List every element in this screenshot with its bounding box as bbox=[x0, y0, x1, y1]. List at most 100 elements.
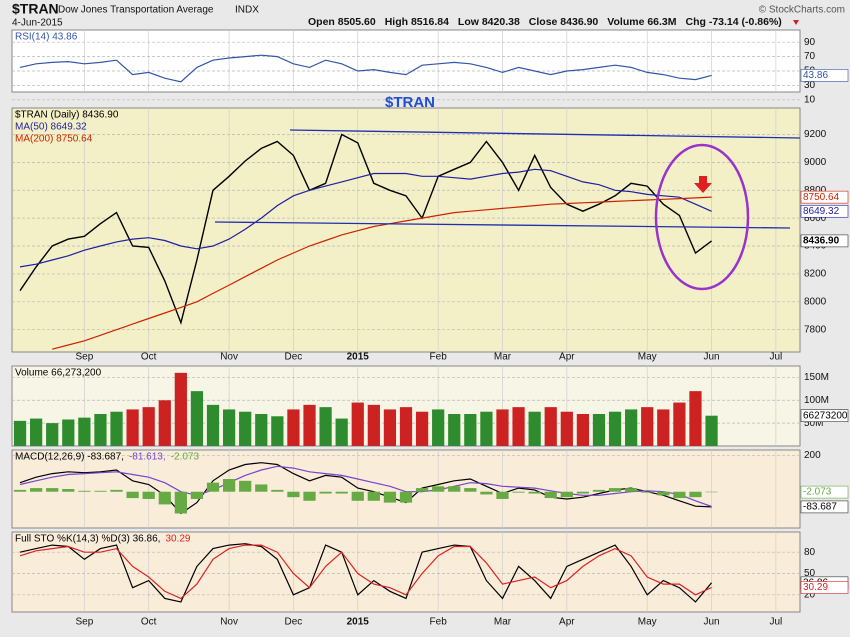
bar bbox=[30, 488, 43, 492]
bar bbox=[480, 491, 493, 495]
y-tick-label: 9000 bbox=[804, 157, 827, 168]
bar bbox=[206, 404, 220, 446]
series-group bbox=[19, 133, 713, 350]
x-tick-label: Oct bbox=[141, 617, 157, 628]
panel: 50M 100M 150M 66273200 Volume 66,273,200 bbox=[11, 365, 849, 447]
bar bbox=[158, 400, 171, 446]
panel: 780080008200840086008800900092008436.908… bbox=[11, 107, 849, 353]
y-tick-label: 70 bbox=[804, 51, 816, 62]
quote-item: Chg -73.14 (-0.86%) bbox=[686, 16, 782, 28]
bar bbox=[512, 407, 525, 446]
bar bbox=[351, 491, 364, 501]
bar bbox=[174, 372, 187, 446]
bar bbox=[367, 491, 380, 501]
y-tick-label: 90 bbox=[804, 37, 816, 48]
down-arrow-icon bbox=[793, 20, 799, 25]
legend-entry: MACD(12,26,9) -83.687, bbox=[15, 452, 124, 463]
value-tag-box bbox=[800, 69, 849, 82]
bar bbox=[46, 488, 59, 492]
bar bbox=[13, 420, 27, 446]
bar bbox=[78, 417, 91, 446]
series-line bbox=[52, 196, 712, 350]
bar bbox=[174, 491, 187, 514]
panel: 200 -83.687 -2.073 MACD(12,26,9) -83.687, -8… bbox=[11, 449, 849, 529]
bar bbox=[383, 491, 397, 503]
annotations: $TRAN bbox=[214, 94, 801, 291]
series-line bbox=[19, 54, 712, 83]
y-tick-label: 7800 bbox=[804, 324, 827, 335]
bar bbox=[142, 407, 155, 446]
bar bbox=[576, 491, 590, 494]
value-tag-box bbox=[800, 581, 849, 594]
legend-entry: -81.613, bbox=[129, 452, 166, 463]
value-tag: 43.86 bbox=[803, 70, 828, 81]
bar bbox=[464, 488, 477, 492]
x-tick-label: 2015 bbox=[347, 352, 370, 363]
x-tick-label: Oct bbox=[141, 352, 157, 363]
x-tick-label: Dec bbox=[285, 352, 303, 363]
legend-entry: 30.29 bbox=[165, 534, 190, 545]
legend-entry: -2.073 bbox=[171, 452, 200, 463]
bar bbox=[13, 489, 27, 492]
bar bbox=[415, 488, 429, 492]
bar bbox=[705, 415, 718, 446]
bar bbox=[335, 418, 348, 446]
bar bbox=[608, 411, 622, 446]
value-tag-box bbox=[800, 409, 849, 423]
value-tag: -2.073 bbox=[803, 487, 832, 498]
quote-item: Open 8505.60 bbox=[308, 16, 376, 28]
y-tick-label: 30 bbox=[804, 80, 816, 91]
x-tick-label: 2015 bbox=[347, 617, 370, 628]
exchange: INDX bbox=[235, 5, 259, 16]
y-tick-label: 200 bbox=[804, 450, 821, 461]
x-tick-label: Feb bbox=[430, 352, 448, 363]
bar bbox=[415, 411, 429, 446]
y-tick-label: 80 bbox=[804, 547, 816, 558]
bar bbox=[657, 409, 670, 446]
bar bbox=[383, 409, 397, 446]
bar bbox=[512, 491, 525, 493]
y-tick-label: 10 bbox=[804, 94, 816, 105]
x-tick-label: May bbox=[638, 352, 657, 363]
value-tag-box bbox=[800, 234, 849, 248]
series-group bbox=[19, 543, 713, 603]
quote-item: High 8516.84 bbox=[385, 16, 449, 28]
bar bbox=[94, 490, 107, 492]
bar bbox=[319, 491, 332, 494]
value-tag: 30.29 bbox=[803, 582, 828, 593]
x-tick-label: Mar bbox=[494, 352, 512, 363]
bar bbox=[399, 407, 413, 446]
panel-frame bbox=[11, 29, 801, 93]
resistance-trendline bbox=[289, 129, 801, 139]
bar bbox=[239, 480, 252, 492]
bar bbox=[528, 491, 541, 494]
bar bbox=[560, 491, 573, 498]
bar bbox=[222, 409, 236, 446]
date: 4-Jun-2015 bbox=[12, 18, 63, 29]
symbol: $TRAN bbox=[12, 1, 59, 17]
bar bbox=[62, 419, 75, 446]
value-tag: 8750.64 bbox=[803, 192, 840, 203]
legend-entry: Volume 66,273,200 bbox=[15, 368, 102, 379]
bar bbox=[480, 411, 493, 446]
bar bbox=[94, 414, 107, 446]
panel-frame bbox=[11, 107, 801, 353]
x-tick-label: Nov bbox=[220, 617, 238, 628]
bar bbox=[625, 409, 638, 446]
value-tag-box bbox=[800, 485, 849, 499]
bar bbox=[592, 414, 606, 446]
y-tick-label: 8600 bbox=[804, 213, 827, 224]
bar bbox=[110, 411, 123, 446]
bar bbox=[190, 491, 204, 499]
legend-entry: MA(200) 8750.64 bbox=[15, 134, 93, 145]
x-tick-label: Jul bbox=[769, 352, 782, 363]
x-tick-label: Feb bbox=[430, 617, 448, 628]
value-tag: 8436.90 bbox=[803, 236, 840, 247]
bar bbox=[544, 407, 557, 446]
bar bbox=[190, 391, 204, 446]
x-tick-label: Dec bbox=[285, 617, 303, 628]
bar bbox=[576, 414, 590, 446]
